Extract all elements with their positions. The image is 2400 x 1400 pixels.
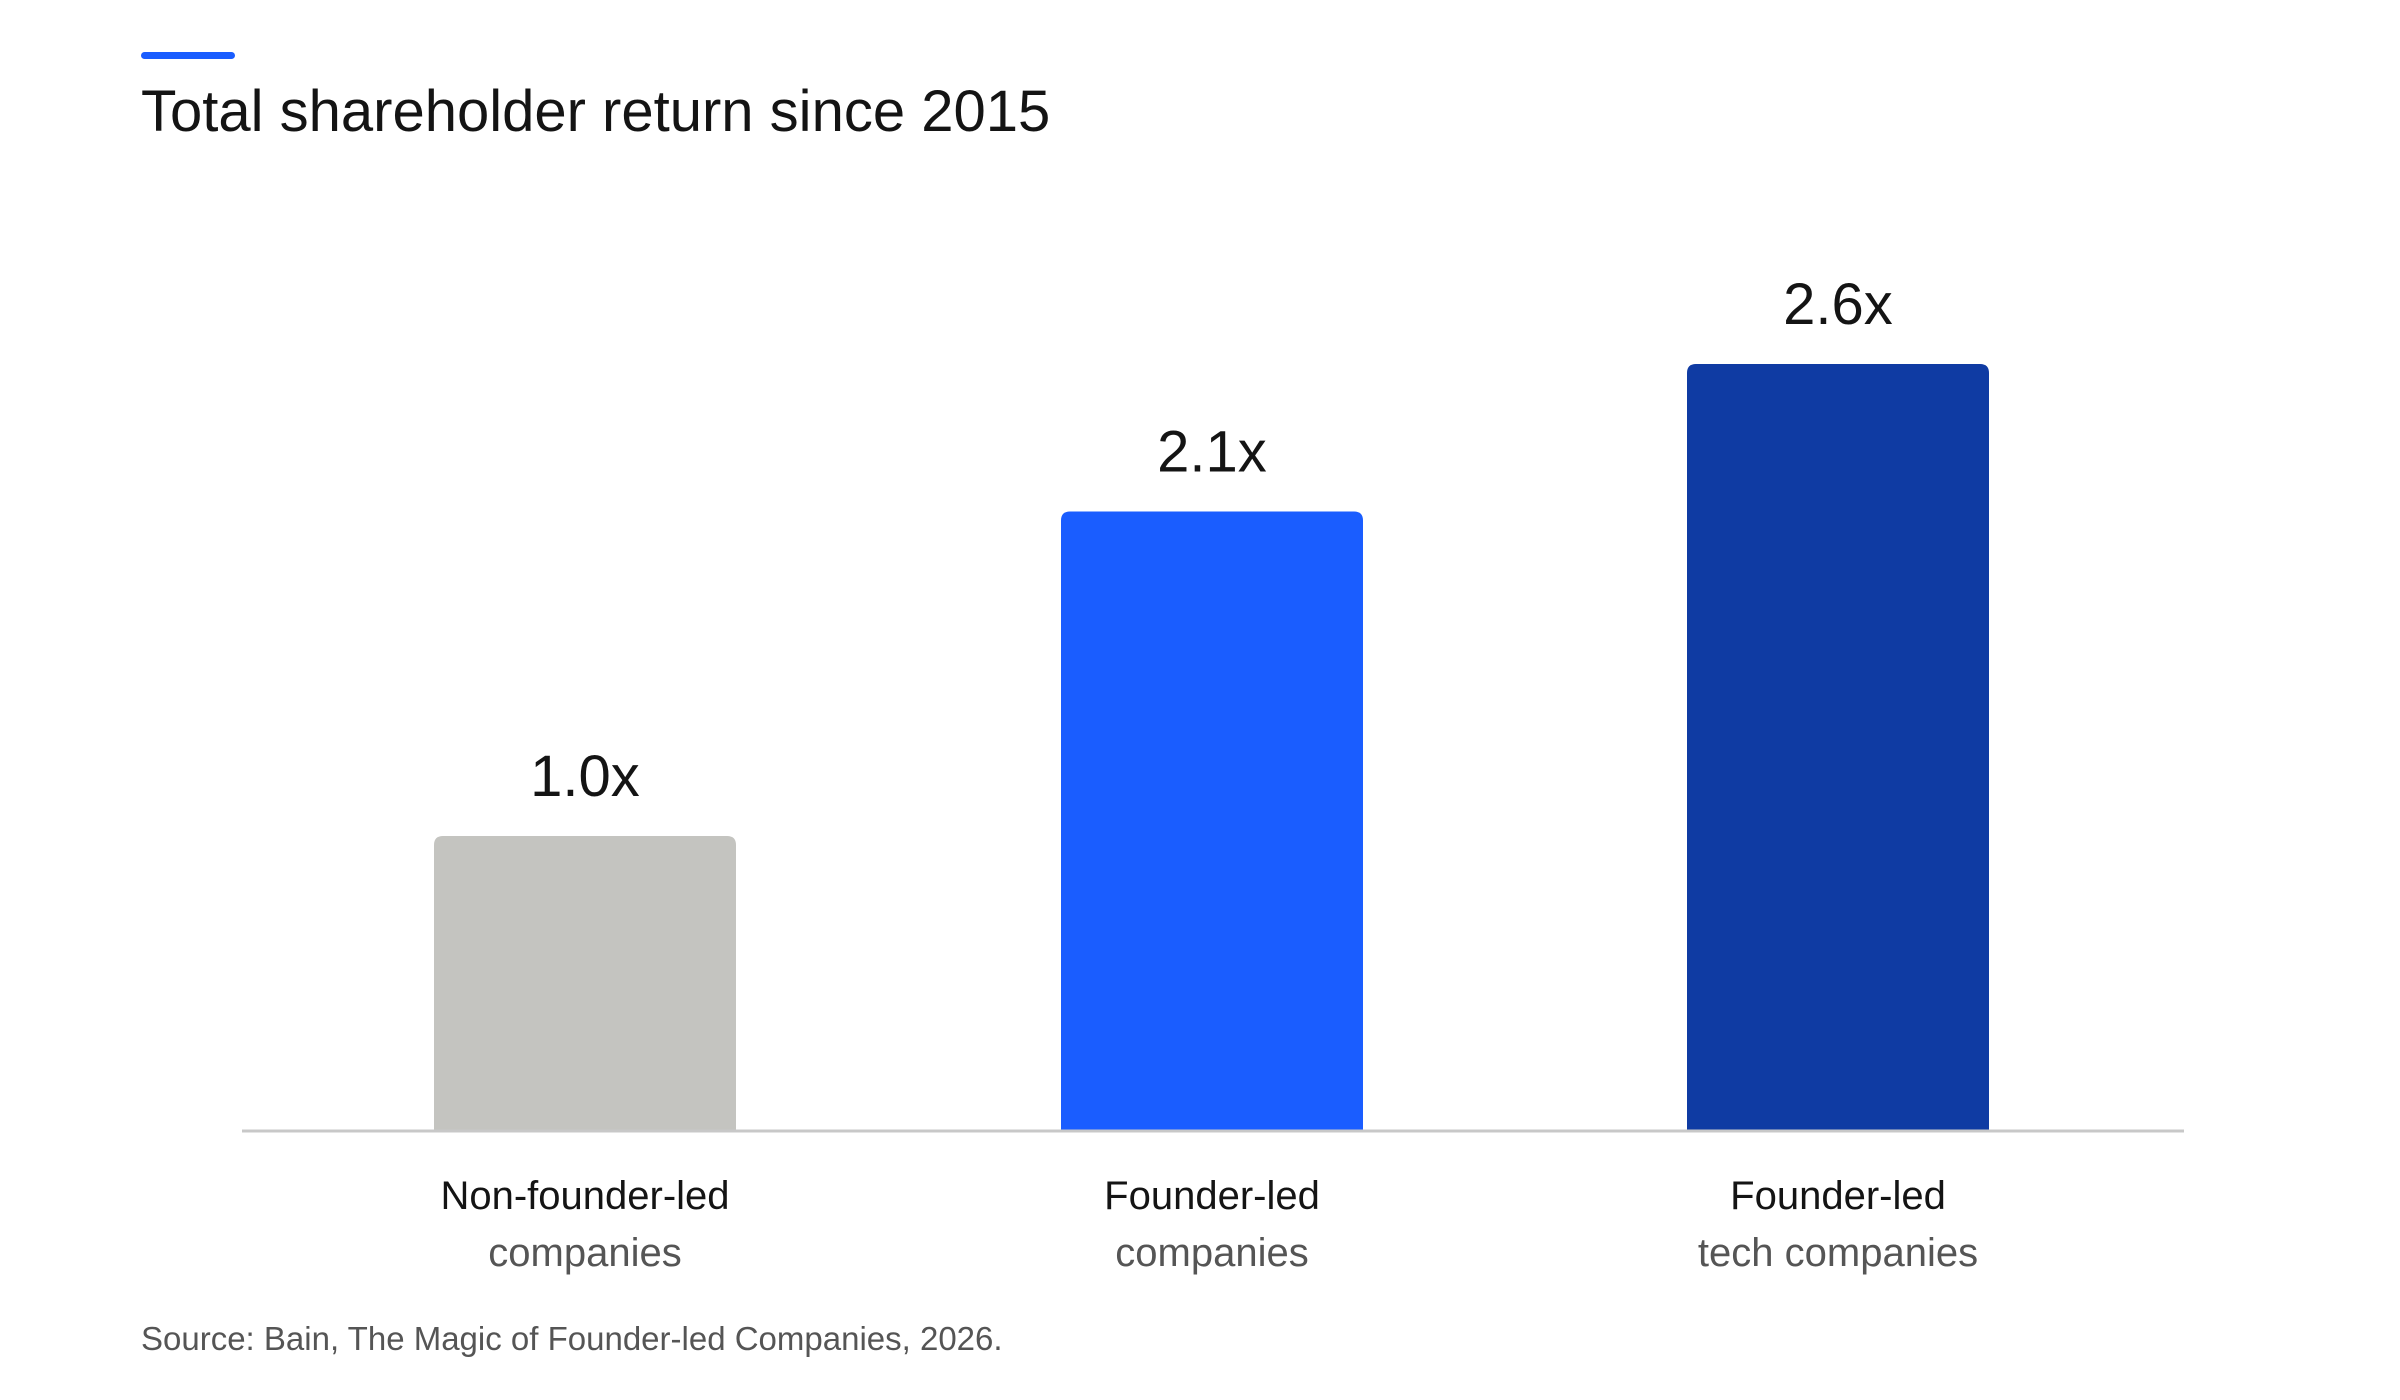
category-label-1-line-1: Non-founder-led: [440, 1174, 729, 1218]
source-note: Source: Bain, The Magic of Founder-led C…: [141, 1320, 1003, 1357]
value-label-1: 1.0x: [530, 744, 640, 809]
category-label-3-line-1: Founder-led: [1730, 1174, 1946, 1218]
value-label-3: 2.6x: [1783, 272, 1893, 337]
category-label-2-line-1: Founder-led: [1104, 1174, 1320, 1218]
bar-1: [434, 836, 736, 1131]
bar-3: [1687, 364, 1989, 1131]
bars-layer: [434, 364, 1989, 1131]
category-label-1-line-2: companies: [488, 1231, 681, 1275]
bar-2: [1061, 511, 1363, 1131]
category-label-2-line-2: companies: [1115, 1231, 1308, 1275]
category-label-3-line-2: tech companies: [1698, 1231, 1978, 1275]
labels-layer: 1.0x Non-founder-led companies 2.1x Founder-…: [440, 272, 1978, 1275]
value-label-2: 2.1x: [1157, 420, 1267, 485]
chart-title: Total shareholder return since 2015: [141, 79, 1051, 144]
title-accent-rule: [141, 52, 235, 59]
